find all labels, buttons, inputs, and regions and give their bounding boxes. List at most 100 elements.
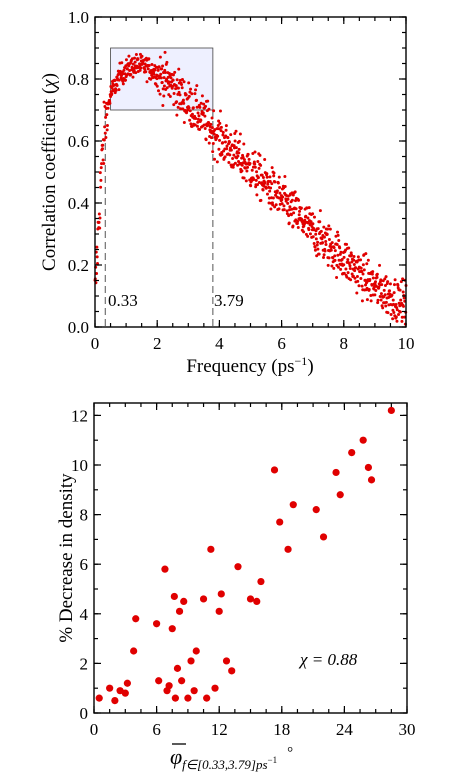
data-point bbox=[320, 237, 324, 241]
data-point bbox=[359, 436, 367, 444]
data-point bbox=[260, 173, 264, 177]
y-tick-label: 0.2 bbox=[68, 256, 89, 275]
data-point bbox=[161, 104, 165, 108]
data-point bbox=[99, 178, 103, 182]
data-point bbox=[240, 163, 244, 167]
data-point bbox=[345, 242, 349, 246]
data-point bbox=[286, 197, 290, 201]
data-point bbox=[308, 232, 312, 236]
data-point bbox=[261, 188, 265, 192]
data-point bbox=[332, 266, 336, 270]
data-point bbox=[314, 232, 318, 236]
data-point bbox=[168, 95, 172, 99]
data-point bbox=[124, 78, 128, 82]
data-point bbox=[207, 121, 211, 125]
data-point bbox=[195, 124, 199, 128]
data-point bbox=[180, 86, 184, 90]
data-point bbox=[131, 62, 135, 66]
data-point bbox=[210, 126, 214, 130]
x-tick-label: 6 bbox=[152, 720, 161, 739]
data-point bbox=[354, 266, 358, 270]
data-point bbox=[371, 270, 375, 274]
data-point bbox=[114, 88, 118, 92]
data-point bbox=[207, 545, 215, 553]
data-point bbox=[217, 127, 221, 131]
data-point bbox=[189, 122, 193, 126]
data-point bbox=[246, 152, 250, 156]
data-point bbox=[213, 157, 217, 161]
data-point bbox=[181, 98, 185, 102]
data-point bbox=[265, 175, 269, 179]
data-point bbox=[322, 225, 326, 229]
data-point bbox=[228, 153, 232, 157]
y-tick-label: 4 bbox=[80, 605, 89, 624]
data-point bbox=[384, 275, 388, 279]
data-point bbox=[400, 315, 404, 319]
data-point bbox=[311, 222, 315, 226]
data-point bbox=[311, 235, 315, 239]
data-point bbox=[224, 124, 228, 128]
data-point bbox=[95, 272, 99, 276]
data-point bbox=[333, 249, 337, 253]
data-point bbox=[392, 310, 396, 314]
data-point bbox=[190, 112, 194, 116]
data-point bbox=[221, 133, 225, 137]
data-point bbox=[190, 687, 198, 695]
data-point bbox=[199, 118, 203, 122]
data-point bbox=[270, 182, 274, 186]
data-point bbox=[189, 87, 193, 91]
data-point bbox=[153, 68, 157, 72]
data-point bbox=[330, 264, 334, 268]
data-point bbox=[312, 506, 320, 514]
data-point bbox=[386, 280, 390, 284]
data-point bbox=[275, 189, 279, 193]
data-point bbox=[272, 174, 276, 178]
data-point bbox=[124, 58, 128, 62]
data-point bbox=[95, 262, 99, 266]
data-point bbox=[321, 241, 325, 245]
data-point bbox=[329, 248, 333, 252]
data-point bbox=[113, 78, 117, 82]
data-point bbox=[224, 128, 228, 132]
data-point bbox=[120, 61, 124, 65]
data-point bbox=[238, 132, 242, 136]
data-point bbox=[227, 161, 231, 165]
data-point bbox=[95, 255, 99, 259]
data-point bbox=[272, 171, 276, 175]
data-point bbox=[102, 162, 106, 166]
data-point bbox=[225, 147, 229, 151]
data-point bbox=[256, 175, 260, 179]
data-point bbox=[181, 107, 185, 111]
data-point bbox=[327, 256, 331, 260]
data-point bbox=[122, 68, 126, 72]
data-point bbox=[182, 120, 186, 124]
data-point bbox=[150, 63, 154, 67]
data-point bbox=[161, 87, 165, 91]
y-axis-title: % Decrease in density bbox=[56, 473, 77, 643]
data-point bbox=[360, 284, 364, 288]
data-point bbox=[371, 276, 375, 280]
data-point bbox=[187, 81, 191, 85]
data-point bbox=[187, 94, 191, 98]
data-point bbox=[388, 282, 392, 286]
data-point bbox=[103, 131, 107, 135]
data-point bbox=[177, 90, 181, 94]
data-point bbox=[207, 107, 211, 111]
data-point bbox=[180, 83, 184, 87]
data-point bbox=[204, 138, 208, 142]
data-point bbox=[350, 253, 354, 257]
data-point bbox=[255, 170, 259, 174]
data-point bbox=[218, 138, 222, 142]
data-point bbox=[133, 60, 137, 64]
data-point bbox=[204, 104, 208, 108]
data-point bbox=[268, 189, 272, 193]
data-point bbox=[134, 71, 138, 75]
data-point bbox=[269, 186, 273, 190]
data-point bbox=[127, 54, 131, 58]
data-point bbox=[209, 136, 213, 140]
data-point bbox=[342, 263, 346, 267]
data-point bbox=[324, 243, 328, 247]
data-point bbox=[121, 689, 129, 697]
data-point bbox=[246, 165, 250, 169]
data-point bbox=[199, 595, 208, 603]
